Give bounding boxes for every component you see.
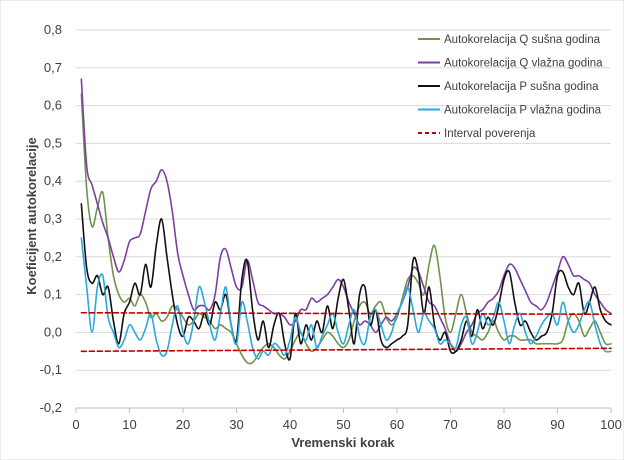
- x-tick-label: 60: [390, 417, 404, 432]
- x-tick-label: 20: [176, 417, 190, 432]
- x-tick-label: 70: [443, 417, 457, 432]
- y-tick-label: 0,1: [44, 287, 62, 302]
- series-line-interval-poverenja: [80, 311, 612, 316]
- legend-label: Autokorelacija P sušna godina: [444, 81, 599, 93]
- x-tick-label: 30: [229, 417, 243, 432]
- y-tick-label: 0,2: [44, 249, 62, 264]
- x-tick-label: 40: [283, 417, 297, 432]
- y-tick-label: 0,8: [44, 22, 62, 37]
- legend-label: Interval poverenja: [444, 128, 536, 140]
- y-tick-label: 0,4: [44, 173, 62, 188]
- series-line-autokorelacija-q-susna-godina: [80, 93, 612, 365]
- y-tick-label: 0,0: [44, 324, 62, 339]
- series-line-autokorelacija-p-vlazna-godina: [80, 237, 612, 360]
- x-axis-title: Vremenski korak: [291, 435, 395, 450]
- y-tick-label: -0,1: [40, 362, 62, 377]
- legend: Autokorelacija Q sušna godina Autokorelac…: [418, 34, 603, 140]
- axes: -0,2 -0,1 0,0 0,1 0,2 0,3 0,4 0,5 0,6 0,7 0,8 0 10 20…: [40, 22, 622, 432]
- x-tick-label: 80: [497, 417, 511, 432]
- y-tick-label: 0,7: [44, 60, 62, 75]
- x-tick-label: 50: [336, 417, 350, 432]
- y-axis-title: Koeficijent autokorelacije: [24, 137, 39, 295]
- legend-label: Autokorelacija P vlažna godina: [444, 105, 602, 117]
- y-tick-label: -0,2: [40, 400, 62, 415]
- legend-label: Autokorelacija Q sušna godina: [444, 34, 601, 46]
- y-tick-label: 0,3: [44, 211, 62, 226]
- x-tick-label: 90: [550, 417, 564, 432]
- x-tick-label: 10: [122, 417, 136, 432]
- y-tick-label: 0,6: [44, 98, 62, 113]
- series: [80, 78, 612, 365]
- x-tick-label: 0: [72, 417, 79, 432]
- gridlines: [76, 29, 611, 409]
- x-tick-label: 100: [600, 417, 622, 432]
- legend-label: Autokorelacija Q vlažna godina: [444, 58, 603, 70]
- y-tick-label: 0,5: [44, 135, 62, 150]
- series-line-series-5: [80, 347, 612, 353]
